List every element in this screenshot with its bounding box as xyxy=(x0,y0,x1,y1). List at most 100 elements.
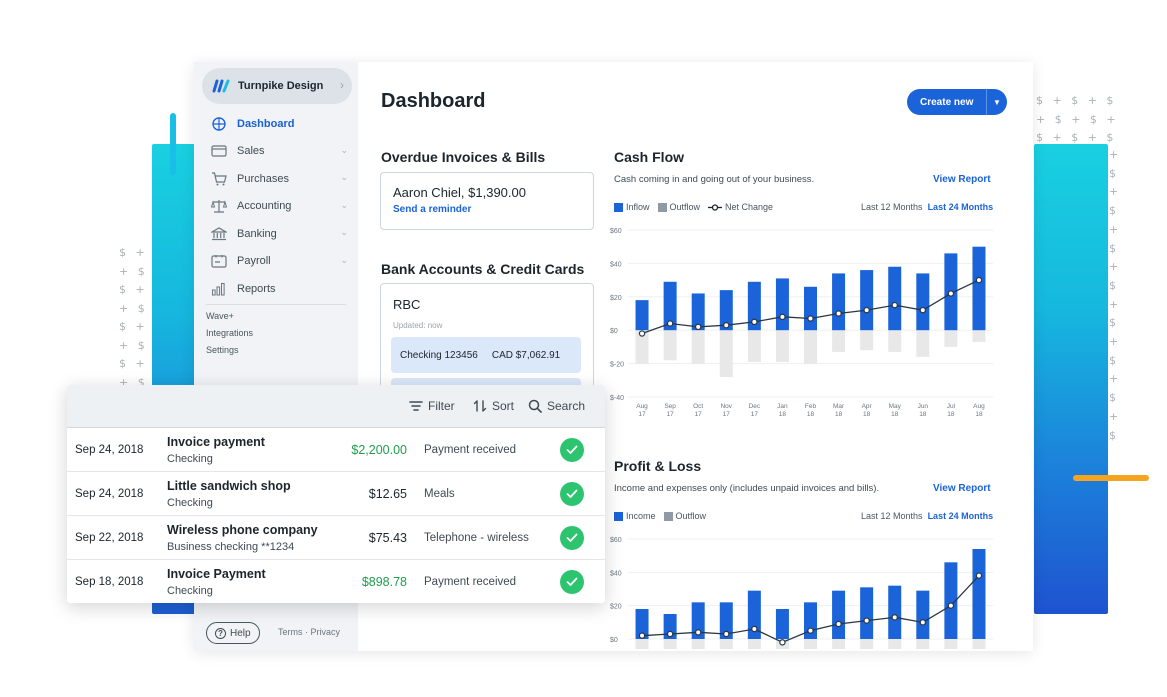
sidebar-item-label: Sales xyxy=(237,145,265,158)
x-tick-label: 17 xyxy=(666,411,674,418)
net-change-point xyxy=(835,310,842,317)
transaction-account: Checking xyxy=(167,497,213,509)
y-tick-label: $20 xyxy=(610,604,622,611)
x-tick-label: 17 xyxy=(751,411,759,418)
cashflow-view-report-link[interactable]: View Report xyxy=(933,174,991,185)
legend-net-change: Net Change xyxy=(708,202,773,212)
business-name: Turnpike Design xyxy=(238,80,324,92)
x-tick-label: 18 xyxy=(863,411,871,418)
question-icon: ? xyxy=(215,627,226,639)
check-circle-icon[interactable] xyxy=(560,482,584,506)
sidebar-item-payroll[interactable]: Payroll ⌄ xyxy=(194,248,358,276)
send-reminder-link[interactable]: Send a reminder xyxy=(393,204,472,215)
bar-outflow xyxy=(888,330,902,352)
transaction-row[interactable]: Sep 24, 2018 Invoice payment Checking $2… xyxy=(67,428,605,472)
transaction-category[interactable]: Payment received xyxy=(424,576,517,588)
x-tick-label: 18 xyxy=(779,411,787,418)
sidebar-link-wave-plus[interactable]: Wave+ xyxy=(206,311,234,321)
sidebar-nav: Dashboard Sales ⌄ Purchases ⌄ xyxy=(194,110,358,303)
legend-outflow: Outflow xyxy=(663,511,706,521)
transaction-row[interactable]: Sep 22, 2018 Wireless phone company Busi… xyxy=(67,516,605,560)
sidebar-item-banking[interactable]: Banking ⌄ xyxy=(194,220,358,248)
decor-dollar-pattern-right: $ + $ + $ + $ + $ + $ + $ + $ xyxy=(1036,94,1119,144)
sort-button[interactable]: Sort xyxy=(473,399,514,413)
decor-accent-line-orange xyxy=(1073,475,1149,481)
bar-outflow xyxy=(663,639,677,649)
bank-account-row[interactable]: Checking 123456 CAD $7,062.91 xyxy=(391,337,581,373)
net-change-point xyxy=(638,632,646,639)
decor-accent-line-left xyxy=(170,113,176,175)
range-24-months[interactable]: Last 24 Months xyxy=(927,202,994,212)
range-12-months[interactable]: Last 12 Months xyxy=(861,202,923,212)
chevron-down-icon: ⌄ xyxy=(340,254,348,265)
pl-view-report-link[interactable]: View Report xyxy=(933,483,991,494)
sidebar-item-label: Accounting xyxy=(237,200,292,213)
bar-outflow xyxy=(972,330,986,342)
net-change-point xyxy=(807,627,814,634)
check-circle-icon[interactable] xyxy=(560,438,584,462)
bar-inflow xyxy=(691,293,705,331)
decor-gradient-bar-right xyxy=(1034,144,1108,614)
pl-range-toggle[interactable]: Last 12 Months Last 24 Months xyxy=(861,511,993,521)
pl-title: Profit & Loss xyxy=(614,458,702,474)
sidebar-divider xyxy=(206,304,346,305)
transaction-category[interactable]: Telephone - wireless xyxy=(424,532,529,544)
transaction-amount: $12.65 xyxy=(368,487,407,501)
cashflow-range-toggle[interactable]: Last 12 Months Last 24 Months xyxy=(861,202,993,212)
terms-privacy-link[interactable]: Terms · Privacy xyxy=(278,627,341,637)
transaction-row[interactable]: Sep 24, 2018 Little sandwich shop Checki… xyxy=(67,472,605,516)
sidebar-item-sales[interactable]: Sales ⌄ xyxy=(194,138,358,166)
transaction-account: Checking xyxy=(167,585,213,597)
decor-dollar-pattern-left: $ + + $ $ + + $ $ + + $ $ + + $ xyxy=(119,246,148,389)
search-button[interactable]: Search xyxy=(528,399,585,413)
net-change-point xyxy=(723,321,730,329)
overdue-item: Aaron Chiel, $1,390.00 xyxy=(393,185,526,200)
create-new-label: Create new xyxy=(920,96,974,108)
net-change-point xyxy=(919,306,927,314)
sidebar-link-integrations[interactable]: Integrations xyxy=(206,328,254,338)
bar-outflow xyxy=(832,330,846,352)
business-switcher[interactable]: Turnpike Design › xyxy=(202,68,352,104)
filter-button[interactable]: Filter xyxy=(409,399,455,413)
create-new-button[interactable]: Create new ▼ xyxy=(907,89,1007,115)
x-tick-label: 18 xyxy=(807,411,815,418)
sidebar-item-dashboard[interactable]: Dashboard xyxy=(194,110,358,138)
sidebar-item-label: Banking xyxy=(237,227,277,240)
bar-inflow xyxy=(635,609,649,639)
x-tick-label: 18 xyxy=(947,411,955,418)
transaction-date: Sep 18, 2018 xyxy=(75,576,144,588)
transaction-row[interactable]: Sep 18, 2018 Invoice Payment Checking $8… xyxy=(67,560,605,603)
sidebar-item-reports[interactable]: Reports xyxy=(194,275,358,303)
transaction-category[interactable]: Payment received xyxy=(424,444,517,456)
page-title: Dashboard xyxy=(381,90,486,112)
transactions-panel: Filter Sort Search Sep 24, 2018 Invoice … xyxy=(67,385,605,603)
sidebar-link-settings[interactable]: Settings xyxy=(206,345,239,355)
range-24-months[interactable]: Last 24 Months xyxy=(927,511,994,521)
sidebar-item-purchases[interactable]: Purchases ⌄ xyxy=(194,165,358,193)
transaction-amount: $898.78 xyxy=(361,575,407,589)
x-tick-label: May xyxy=(889,403,902,410)
payroll-icon xyxy=(210,254,228,268)
chevron-down-icon: ⌄ xyxy=(340,199,348,210)
overdue-section-title: Overdue Invoices & Bills xyxy=(381,149,546,165)
account-name: Checking 123456 xyxy=(400,349,478,361)
transaction-category[interactable]: Meals xyxy=(424,488,455,500)
net-change-point xyxy=(779,639,786,646)
chevron-down-icon: ⌄ xyxy=(340,172,348,182)
decor-dollar-pattern-right-column: + $ + $ + $ + $ + $ + $ + $ + $ xyxy=(1109,148,1122,442)
bar-inflow xyxy=(663,281,677,331)
transaction-account: Checking xyxy=(167,453,213,465)
bar-inflow xyxy=(860,587,874,639)
x-tick-label: 18 xyxy=(891,411,899,418)
caret-down-icon[interactable]: ▼ xyxy=(993,97,1001,107)
check-circle-icon[interactable] xyxy=(560,526,584,550)
y-tick-label: $0 xyxy=(610,328,618,335)
x-tick-label: Sep xyxy=(664,403,676,410)
range-12-months[interactable]: Last 12 Months xyxy=(861,511,923,521)
transaction-amount: $75.43 xyxy=(368,531,407,545)
check-circle-icon[interactable] xyxy=(560,570,584,594)
x-tick-label: Feb xyxy=(805,403,817,410)
sidebar-item-accounting[interactable]: Accounting ⌄ xyxy=(194,193,358,221)
help-button[interactable]: ? Help xyxy=(206,622,260,644)
